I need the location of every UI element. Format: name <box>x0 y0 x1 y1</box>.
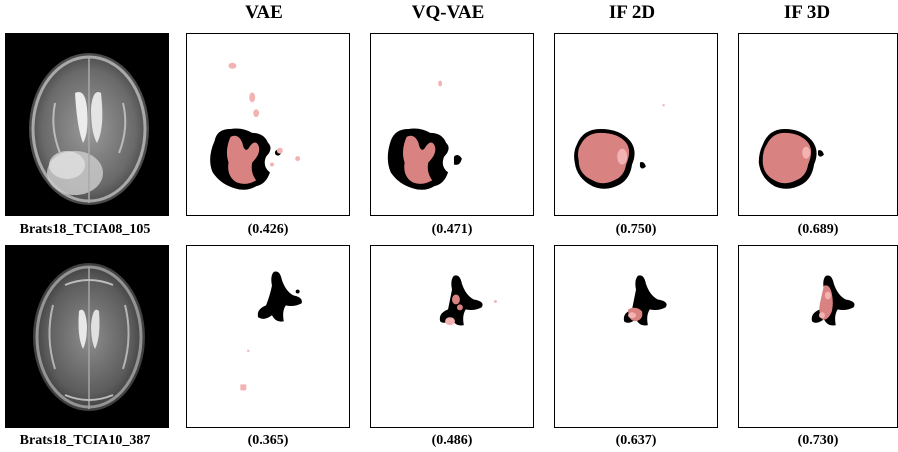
dice-score-if-3d-case-2: (0.730) <box>797 433 839 448</box>
seg-panel-if-3d-case-2 <box>738 245 898 428</box>
mri-image-case-2 <box>5 245 169 428</box>
mri-image-case-1 <box>5 33 169 216</box>
seg-panel-vae-case-1 <box>186 33 350 216</box>
seg-panel-vq-vae-case-2 <box>370 245 534 428</box>
seg-panel-vae-case-2 <box>186 245 350 428</box>
seg-panel-if-2d-case-1 <box>554 33 718 216</box>
dice-score-vae-case-1: (0.426) <box>247 222 289 237</box>
column-title-if-2d: IF 2D <box>608 2 656 23</box>
seg-panel-vq-vae-case-1 <box>370 33 534 216</box>
dice-score-vae-case-2: (0.365) <box>247 433 289 448</box>
column-title-if-3d: IF 3D <box>783 2 831 23</box>
dice-score-if-3d-case-1: (0.689) <box>797 222 839 237</box>
dice-score-vq-vae-case-1: (0.471) <box>431 222 473 237</box>
case-label-1: Brats18_TCIA08_105 <box>19 222 151 237</box>
case-label-2: Brats18_TCIA10_387 <box>19 433 151 448</box>
seg-panel-if-2d-case-2 <box>554 245 718 428</box>
dice-score-if-2d-case-2: (0.637) <box>615 433 657 448</box>
column-title-vae: VAE <box>245 2 283 23</box>
dice-score-vq-vae-case-2: (0.486) <box>431 433 473 448</box>
column-title-vq-vae: VQ-VAE <box>411 2 485 23</box>
dice-score-if-2d-case-1: (0.750) <box>615 222 657 237</box>
seg-panel-if-3d-case-1 <box>738 33 898 216</box>
